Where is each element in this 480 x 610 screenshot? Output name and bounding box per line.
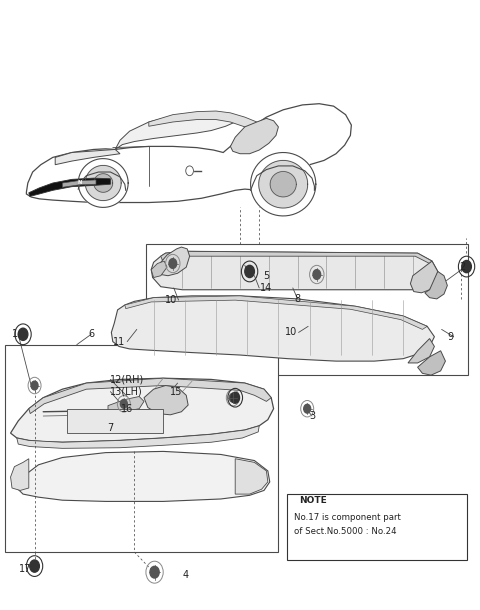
- Polygon shape: [29, 178, 110, 196]
- Text: 3: 3: [309, 411, 315, 421]
- Circle shape: [169, 259, 177, 268]
- Circle shape: [120, 400, 127, 408]
- Polygon shape: [251, 152, 316, 216]
- Text: 11: 11: [112, 337, 125, 346]
- Circle shape: [462, 260, 471, 273]
- Polygon shape: [17, 426, 259, 448]
- Polygon shape: [62, 180, 96, 187]
- Text: 8: 8: [295, 294, 300, 304]
- Text: 4: 4: [182, 570, 189, 580]
- Polygon shape: [144, 386, 188, 415]
- Text: of Sect.No.5000 : No.24: of Sect.No.5000 : No.24: [294, 528, 397, 536]
- Polygon shape: [55, 149, 120, 165]
- Text: 16: 16: [121, 404, 133, 414]
- Text: 9: 9: [447, 332, 454, 342]
- Circle shape: [30, 560, 39, 572]
- Text: 10: 10: [285, 328, 298, 337]
- Text: 13(LH): 13(LH): [110, 387, 143, 396]
- Text: 12(RH): 12(RH): [110, 375, 144, 384]
- Polygon shape: [78, 159, 128, 207]
- Polygon shape: [418, 351, 445, 375]
- Polygon shape: [161, 247, 190, 276]
- Circle shape: [150, 566, 159, 578]
- Polygon shape: [94, 174, 113, 192]
- Circle shape: [245, 265, 254, 278]
- Circle shape: [18, 328, 28, 340]
- Polygon shape: [151, 261, 167, 278]
- Bar: [287, 494, 467, 560]
- Text: 7: 7: [107, 423, 114, 433]
- Polygon shape: [85, 165, 121, 201]
- Circle shape: [229, 393, 236, 402]
- Polygon shape: [17, 451, 270, 501]
- Bar: [146, 244, 468, 375]
- Text: NOTE: NOTE: [299, 496, 327, 504]
- Polygon shape: [125, 296, 427, 329]
- Polygon shape: [161, 251, 432, 264]
- Text: No.17 is component part: No.17 is component part: [294, 513, 401, 522]
- Text: 6: 6: [88, 329, 94, 339]
- Text: 17: 17: [19, 564, 31, 573]
- Circle shape: [313, 270, 321, 279]
- Polygon shape: [410, 261, 438, 293]
- Polygon shape: [270, 171, 296, 197]
- Polygon shape: [235, 459, 268, 494]
- Circle shape: [31, 381, 38, 390]
- Polygon shape: [149, 111, 269, 135]
- Text: 5: 5: [263, 271, 270, 281]
- Polygon shape: [151, 251, 438, 290]
- Circle shape: [304, 404, 311, 413]
- Text: N: N: [77, 180, 81, 185]
- Polygon shape: [111, 296, 434, 361]
- Text: 14: 14: [260, 283, 273, 293]
- Text: 2: 2: [459, 262, 466, 271]
- Polygon shape: [29, 378, 271, 414]
- Text: 10: 10: [165, 295, 178, 305]
- Bar: [67, 409, 163, 433]
- Polygon shape: [11, 459, 29, 490]
- Polygon shape: [425, 271, 447, 299]
- Bar: [5, 345, 278, 552]
- Circle shape: [231, 392, 240, 403]
- Text: 1: 1: [12, 329, 18, 339]
- Polygon shape: [408, 339, 434, 363]
- Polygon shape: [259, 160, 308, 208]
- Circle shape: [186, 166, 193, 176]
- Polygon shape: [230, 118, 278, 154]
- Polygon shape: [26, 104, 351, 203]
- Polygon shape: [115, 112, 240, 149]
- Polygon shape: [108, 396, 144, 414]
- Polygon shape: [11, 378, 274, 442]
- Text: 15: 15: [170, 387, 183, 396]
